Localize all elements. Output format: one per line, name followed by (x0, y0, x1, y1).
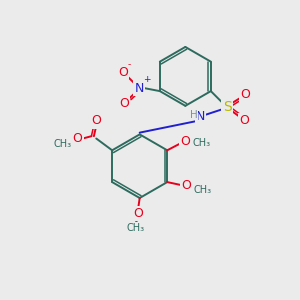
Text: CH₃: CH₃ (194, 185, 211, 195)
Text: N: N (196, 110, 205, 123)
Text: H: H (190, 110, 197, 120)
Text: CH₃: CH₃ (53, 139, 71, 149)
Text: O: O (182, 178, 191, 191)
Text: O: O (73, 132, 82, 145)
Text: S: S (223, 100, 231, 114)
Text: O: O (239, 114, 249, 127)
Text: O: O (180, 135, 190, 148)
Text: -: - (128, 60, 131, 69)
Text: O: O (133, 207, 143, 220)
Text: O: O (91, 114, 101, 127)
Text: CH₃: CH₃ (126, 223, 144, 233)
Text: O: O (119, 97, 129, 110)
Text: CH₃: CH₃ (192, 138, 210, 148)
Text: O: O (118, 66, 128, 80)
Text: O: O (240, 88, 250, 100)
Text: N: N (134, 82, 144, 95)
Text: +: + (143, 75, 150, 84)
